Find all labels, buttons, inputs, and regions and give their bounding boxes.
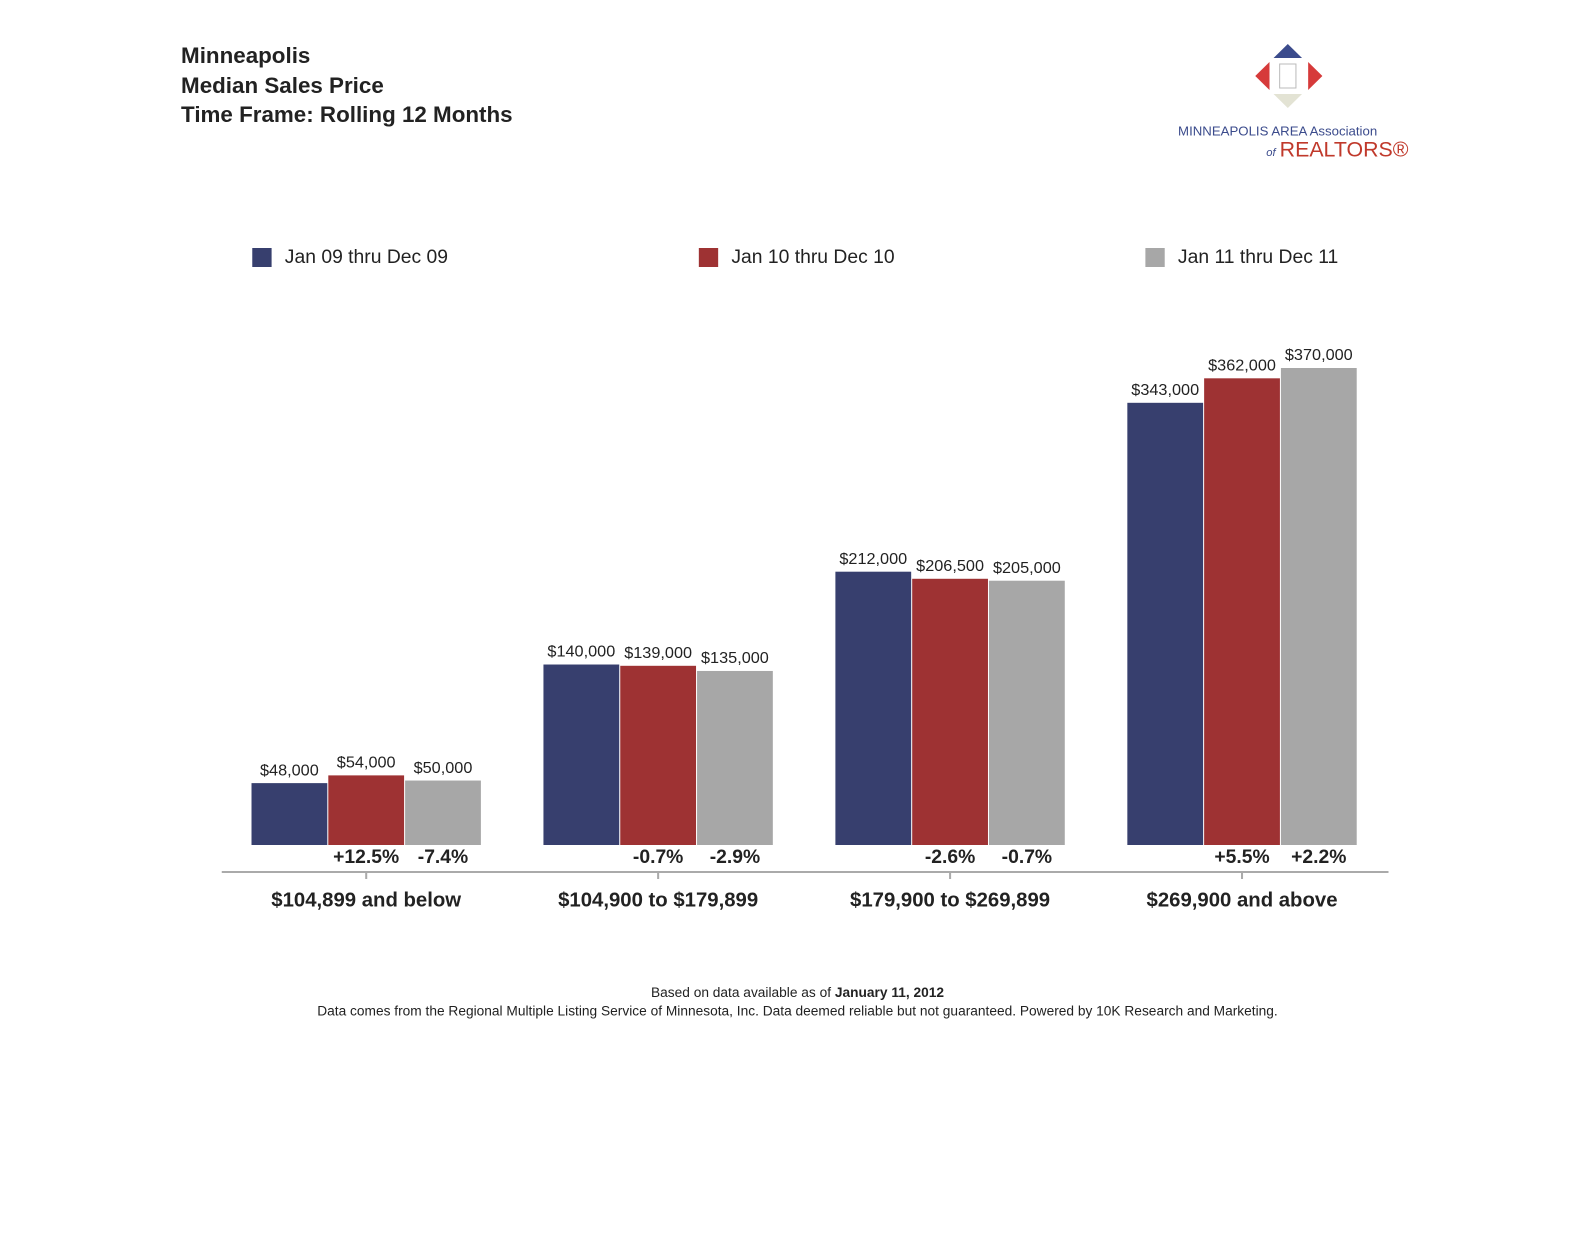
x-tick-label: $104,900 to $179,899	[558, 889, 758, 911]
value-label: $48,000	[260, 761, 319, 779]
value-label: $212,000	[839, 550, 907, 568]
bar	[620, 665, 697, 845]
value-label: $140,000	[547, 643, 615, 661]
legend-label: Jan 10 thru Dec 10	[731, 247, 894, 268]
change-label: +2.2%	[1291, 847, 1346, 868]
bar	[988, 580, 1065, 845]
change-label: -7.4%	[418, 847, 468, 868]
bar	[251, 783, 328, 845]
bar	[405, 780, 481, 845]
value-label: $139,000	[624, 644, 692, 662]
value-label: $54,000	[337, 754, 396, 772]
change-label: +5.5%	[1214, 847, 1269, 868]
chart-title: Time Frame: Rolling 12 Months	[181, 102, 513, 127]
bar	[697, 670, 773, 845]
bar	[912, 578, 988, 845]
logo-mark	[1255, 44, 1323, 108]
change-label: -2.6%	[925, 847, 975, 868]
change-label: -2.9%	[710, 847, 760, 868]
footnote-date: January 11, 2012	[835, 985, 945, 1000]
x-tick-label: $179,900 to $269,899	[850, 889, 1050, 911]
chart-title: Median Sales Price	[181, 73, 384, 98]
logo-text: MINNEAPOLIS AREA Association	[1178, 124, 1377, 139]
value-label: $206,500	[916, 557, 984, 575]
footnote: Based on data available as of January 11…	[651, 985, 944, 1000]
legend-swatch	[1145, 248, 1165, 267]
legend-label: Jan 09 thru Dec 09	[285, 247, 448, 268]
value-label: $343,000	[1131, 381, 1199, 399]
value-label: $205,000	[993, 559, 1061, 577]
bar	[543, 664, 620, 845]
footnote-prefix: Based on data available as of	[651, 985, 831, 1000]
bar	[1280, 368, 1357, 845]
x-tick-label: $269,900 and above	[1147, 889, 1338, 911]
bar	[1204, 378, 1280, 845]
legend-swatch	[252, 248, 272, 267]
value-label: $370,000	[1285, 346, 1353, 364]
value-label: $362,000	[1208, 357, 1276, 375]
value-label: $135,000	[701, 649, 769, 667]
change-label: -0.7%	[633, 847, 683, 868]
logo-text: of	[1266, 147, 1277, 159]
bar	[835, 571, 912, 845]
value-label: $50,000	[414, 759, 473, 777]
x-tick-label: $104,899 and below	[271, 889, 461, 911]
logo-text: REALTORS®	[1280, 139, 1409, 162]
bar	[1127, 402, 1204, 845]
footnote-source: Data comes from the Regional Multiple Li…	[317, 1004, 1278, 1019]
chart-title: Minneapolis	[181, 43, 310, 68]
legend-label: Jan 11 thru Dec 11	[1178, 247, 1338, 268]
change-label: +12.5%	[333, 847, 399, 868]
change-label: -0.7%	[1002, 847, 1052, 868]
bar	[328, 775, 405, 845]
legend-swatch	[698, 248, 719, 267]
